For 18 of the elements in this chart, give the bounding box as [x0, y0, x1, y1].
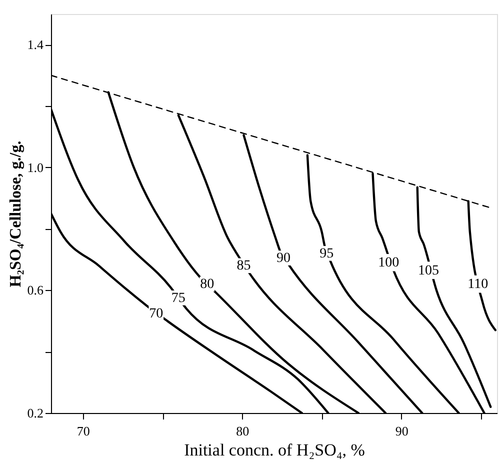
annotation: 105 [418, 263, 440, 278]
y-axis-title: H₂SO₄/Cellulose, g./g. [7, 140, 24, 288]
y-tick-label: 1.4 [27, 37, 44, 52]
annotation: 110 [468, 277, 488, 292]
x-tick-label: 90 [395, 424, 408, 438]
x-tick-label: 70 [76, 424, 90, 438]
annotation: 70 [149, 306, 164, 322]
y-tick-label: 1.0 [27, 160, 44, 175]
annotation: 100 [378, 256, 400, 271]
y-tick-label: 0.6 [27, 282, 44, 298]
y-tick-label: 0.2 [27, 406, 44, 420]
annotation: 80 [200, 277, 214, 292]
annotation: 90 [276, 251, 291, 266]
annotation: 85 [236, 258, 251, 274]
x-tick-label: 80 [236, 424, 250, 438]
x-axis-title: Initial concn. of H₂SO₄, % [184, 440, 365, 460]
annotation: 75 [171, 290, 186, 306]
annotation: 95 [320, 246, 334, 262]
